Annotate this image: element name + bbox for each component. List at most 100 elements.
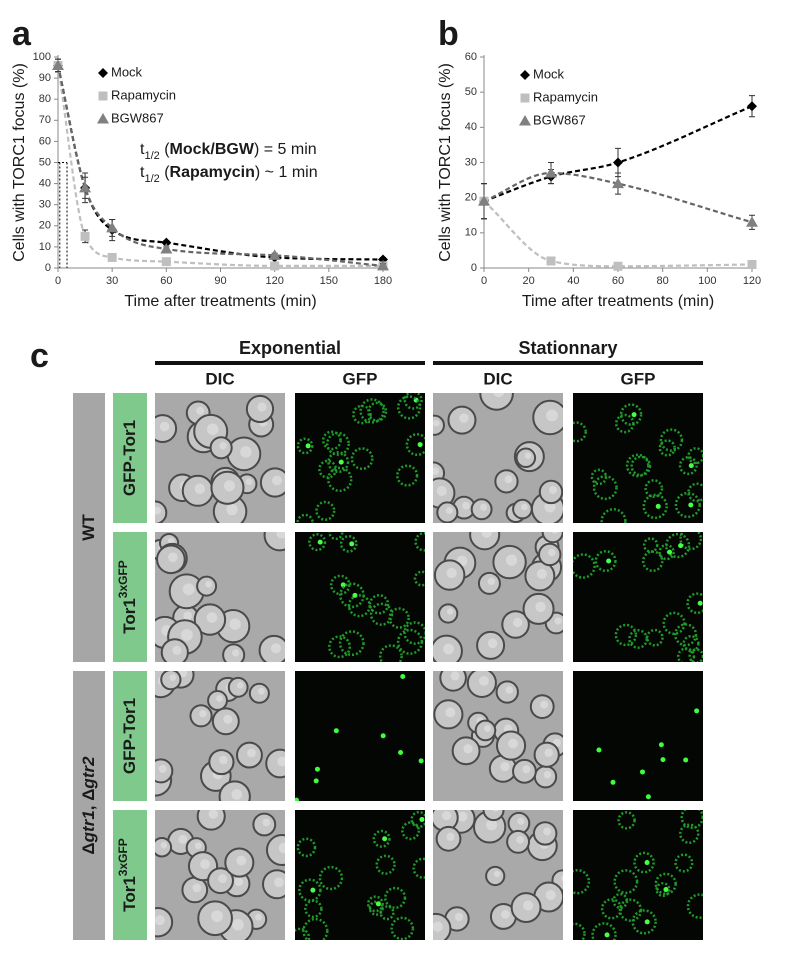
annotation-part: ) = 5 min <box>254 141 317 158</box>
vacuole <box>504 475 513 484</box>
vacuole <box>231 649 240 657</box>
cell-signal <box>414 532 425 552</box>
vacuole <box>462 501 470 510</box>
focus <box>655 503 661 509</box>
vacuole <box>272 475 282 486</box>
focus <box>400 674 406 680</box>
vacuole <box>543 771 552 779</box>
cell-signal <box>296 837 317 858</box>
annotation-part: ( <box>160 164 170 181</box>
panel-label: a <box>12 15 32 53</box>
y-tick-label: 90 <box>39 72 51 84</box>
micrograph <box>295 532 425 662</box>
vacuole <box>443 643 454 655</box>
vacuole <box>219 442 227 450</box>
image-background <box>573 532 703 662</box>
vacuole <box>192 883 202 893</box>
cell-signal <box>298 878 322 902</box>
cell-signal <box>413 570 425 587</box>
focus <box>314 766 320 772</box>
cell-signal <box>396 464 419 487</box>
y-tick-label: 30 <box>39 199 51 211</box>
vacuole <box>516 835 524 844</box>
cell-signal <box>642 537 659 553</box>
annotation-part: Rapamycin <box>170 164 255 181</box>
vacuole <box>218 874 227 884</box>
focus <box>663 887 669 893</box>
focus <box>644 919 650 925</box>
cell-signal <box>296 513 314 523</box>
cell-signal <box>388 607 410 629</box>
vacuole <box>484 725 491 732</box>
vacuole <box>206 423 219 436</box>
image-background <box>573 393 703 523</box>
micrograph <box>295 671 425 801</box>
data-point <box>612 177 624 189</box>
vacuole <box>442 811 452 821</box>
legend-label: BGW867 <box>111 110 164 125</box>
vacuole <box>172 645 182 655</box>
y-tick-label: 0 <box>45 262 51 274</box>
cell-signal <box>664 532 691 559</box>
vacuole <box>200 859 210 870</box>
cell-signal <box>339 535 358 553</box>
vacuole <box>199 710 207 718</box>
vacuole <box>155 915 165 926</box>
cell-signal <box>655 881 671 898</box>
vacuole <box>219 755 228 765</box>
legend-marker <box>519 115 531 126</box>
y-tick-label: 40 <box>465 121 477 133</box>
cell-signal <box>350 447 374 471</box>
image-background <box>295 810 425 940</box>
row-label-part: Tor1 <box>120 598 139 634</box>
micrograph <box>573 810 703 940</box>
x-tick-label: 120 <box>265 275 283 287</box>
data-point <box>747 101 757 112</box>
vacuole <box>543 827 552 836</box>
vacuole <box>169 674 177 681</box>
cell-signal <box>315 500 336 521</box>
row-box <box>113 810 147 940</box>
vacuole <box>487 577 496 586</box>
column-header: DIC <box>483 369 512 388</box>
cell-signal <box>295 927 311 940</box>
column-header: GFP <box>621 369 656 388</box>
cell-signal <box>644 479 664 498</box>
cell-signal <box>405 433 425 457</box>
cell-signal <box>676 647 696 662</box>
row-label-part: 3xGFP <box>116 838 130 876</box>
annotation: t1/2 (Mock/BGW) = 5 min <box>140 141 317 162</box>
image-background <box>295 532 425 662</box>
cell-signal <box>592 475 618 501</box>
vacuole <box>194 483 206 495</box>
focus <box>645 794 651 800</box>
x-tick-label: 60 <box>160 275 172 287</box>
vacuole <box>247 748 256 758</box>
cell <box>196 810 226 831</box>
data-point <box>478 195 490 206</box>
vacuole <box>236 855 247 866</box>
vacuole <box>560 875 563 882</box>
vacuole <box>487 638 498 649</box>
data-point <box>545 167 557 178</box>
legend-marker <box>98 68 108 78</box>
micrograph <box>573 393 703 523</box>
vacuole <box>258 687 265 695</box>
cell-signal <box>366 895 384 913</box>
row-label: GFP-Tor1 <box>120 698 139 774</box>
cell-signal <box>658 439 676 457</box>
group-rule <box>155 361 425 365</box>
focus <box>317 539 323 545</box>
y-tick-label: 10 <box>39 241 51 253</box>
row-label: Tor13xGFP <box>116 560 139 634</box>
vacuole <box>501 910 510 919</box>
focus <box>313 778 319 784</box>
focus <box>375 901 381 907</box>
fit-curve <box>56 65 383 267</box>
vacuole <box>255 913 262 921</box>
cell-signal <box>375 854 396 875</box>
cell-signal <box>674 853 694 873</box>
vacuole <box>232 918 244 931</box>
strain-label-part: gtr1 <box>79 810 98 843</box>
row-label-part: GFP-Tor1 <box>120 420 139 496</box>
